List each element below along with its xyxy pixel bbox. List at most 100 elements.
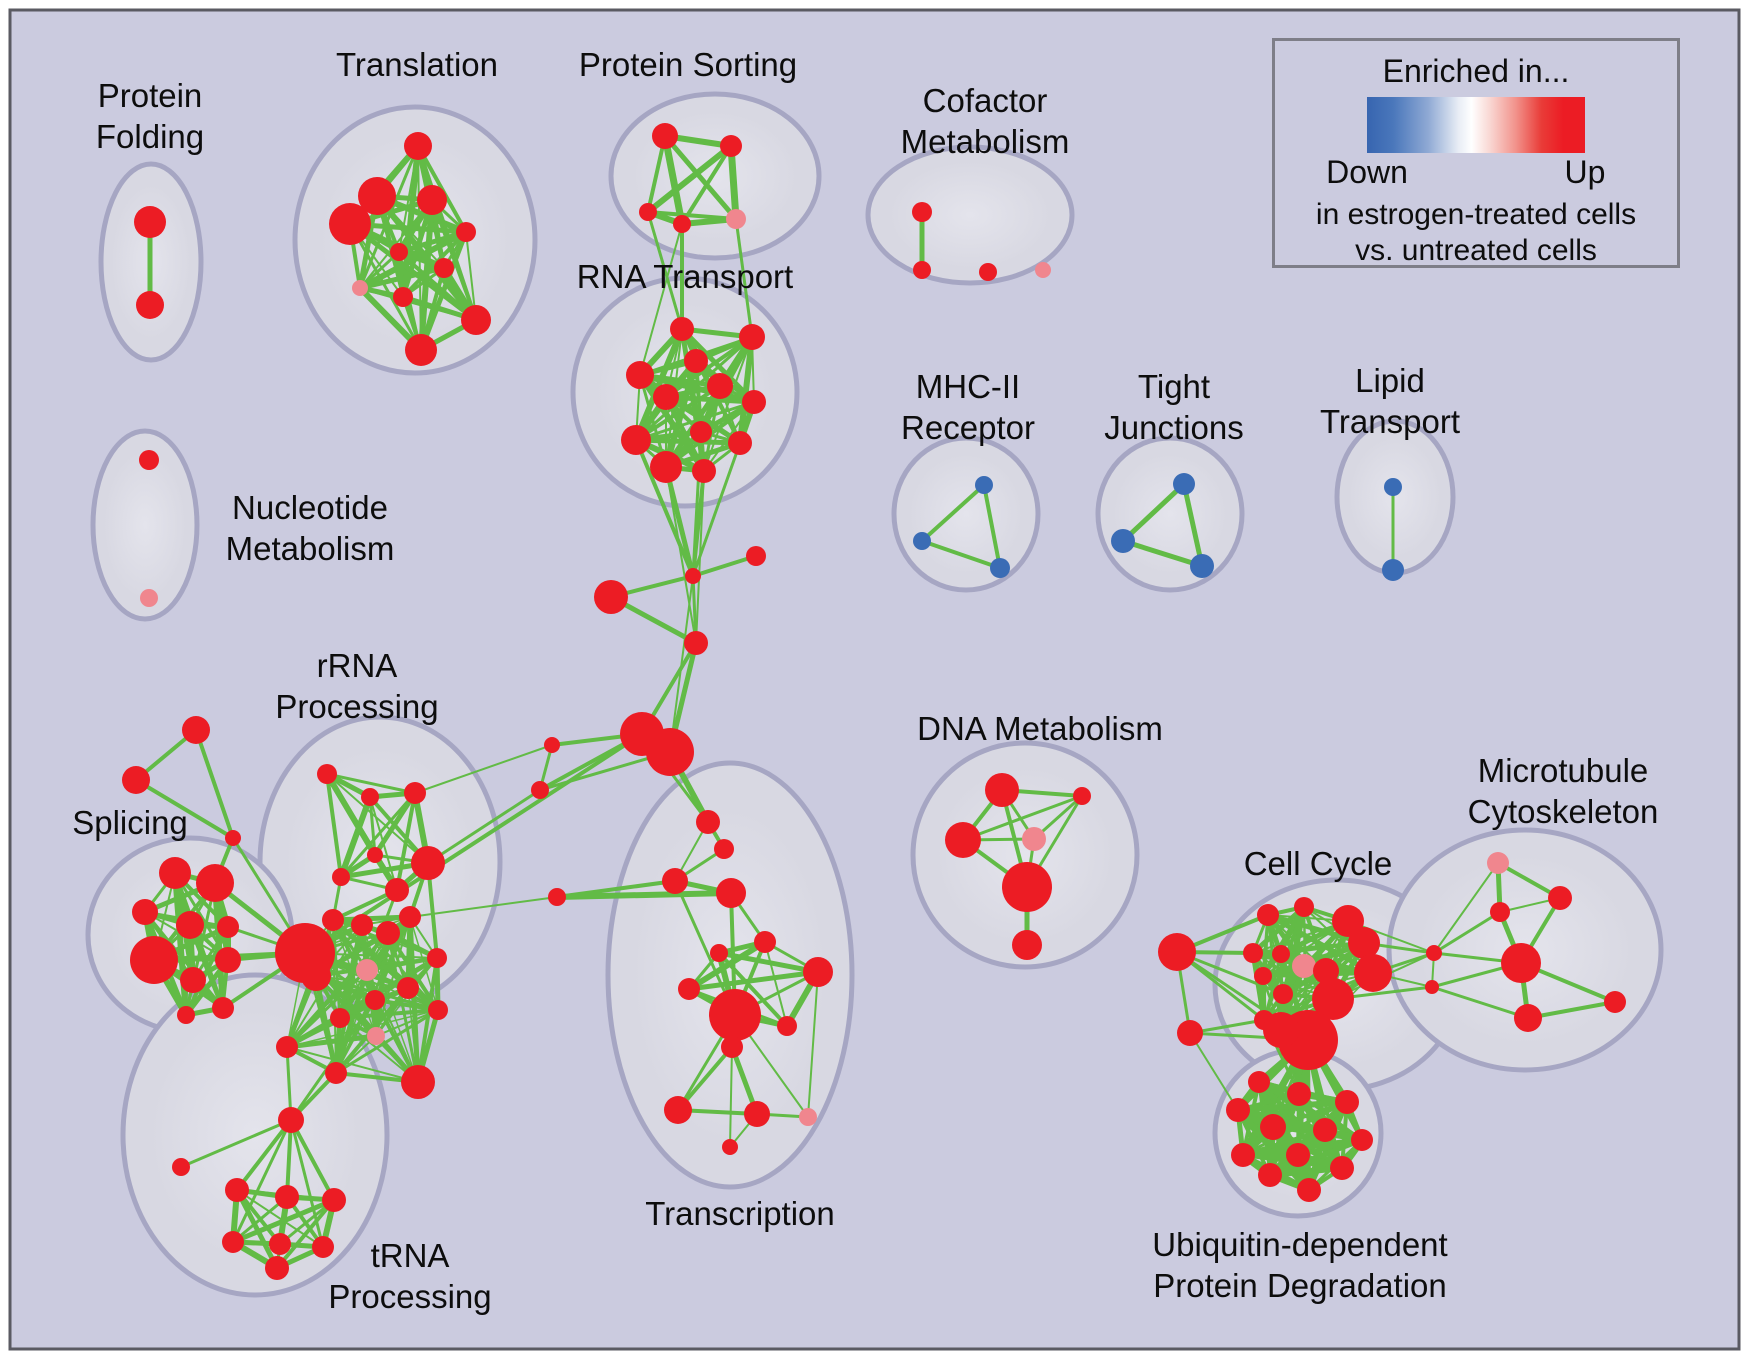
network-node-rm8 xyxy=(365,990,385,1010)
network-edge xyxy=(634,400,756,442)
network-edge xyxy=(285,931,390,1049)
network-edge xyxy=(680,144,733,226)
network-node-mt7 xyxy=(1426,945,1442,961)
network-node-sp2 xyxy=(196,864,234,902)
network-edge xyxy=(633,326,685,443)
network-node-rr6 xyxy=(411,846,445,880)
network-node-ub8 xyxy=(1231,1143,1255,1167)
network-node-mt3 xyxy=(1490,902,1510,922)
network-node-ps3 xyxy=(639,203,657,221)
network-edge xyxy=(920,539,1002,570)
network-node-cf3 xyxy=(979,263,997,281)
network-node-rr3 xyxy=(404,782,426,804)
network-edge xyxy=(1250,904,1307,956)
network-node-rm13 xyxy=(325,1062,347,1084)
network-node-dm6 xyxy=(1012,930,1042,960)
network-edge xyxy=(334,923,364,1075)
network-node-rm2 xyxy=(351,914,373,936)
network-node-sp9 xyxy=(177,1006,195,1024)
network-edge xyxy=(686,969,821,992)
network-node-tr1 xyxy=(404,132,432,160)
network-edge xyxy=(407,914,421,1085)
network-node-ub10 xyxy=(1330,1156,1354,1180)
network-node-tc7 xyxy=(710,944,728,962)
network-edge xyxy=(284,1033,379,1050)
cluster-ellipse-tight-junctions xyxy=(1095,435,1245,593)
network-edge xyxy=(703,401,755,472)
network-edge xyxy=(634,384,722,442)
network-edge xyxy=(358,144,420,290)
legend-title: Enriched in... xyxy=(1382,53,1570,89)
legend-caption-line1: in estrogen-treated cells xyxy=(1315,198,1637,231)
network-edge xyxy=(703,336,753,472)
network-node-rm10 xyxy=(330,1008,350,1028)
network-node-tn3 xyxy=(322,1188,346,1212)
cluster-ellipse-protein-sorting xyxy=(608,91,822,261)
network-node-sp5 xyxy=(217,916,239,938)
network-node-sp1 xyxy=(159,857,191,889)
network-node-cf2 xyxy=(913,261,931,279)
network-edge xyxy=(1120,538,1205,569)
network-edge xyxy=(134,778,235,840)
network-edge xyxy=(395,791,417,892)
network-edge xyxy=(695,470,705,644)
network-node-rm5 xyxy=(356,959,378,981)
network-node-rm1 xyxy=(322,909,344,931)
network-edge xyxy=(764,941,788,1027)
network-node-tc14 xyxy=(744,1101,770,1127)
network-node-hb2 xyxy=(301,961,331,991)
network-node-cn2 xyxy=(746,546,766,566)
network-node-rr4 xyxy=(367,847,383,863)
network-node-mh2 xyxy=(913,532,931,550)
network-edge xyxy=(325,772,343,879)
network-node-tr2 xyxy=(358,177,396,215)
network-node-pf1 xyxy=(134,206,166,238)
network-node-cn1 xyxy=(685,568,701,584)
network-node-tc15 xyxy=(799,1108,817,1126)
network-edge xyxy=(1265,912,1367,946)
network-node-ub7 xyxy=(1351,1129,1373,1151)
network-node-ub11 xyxy=(1258,1163,1282,1187)
network-node-rt10 xyxy=(728,431,752,455)
network-edge xyxy=(289,1118,336,1202)
network-node-sp7 xyxy=(180,967,206,993)
network-edge xyxy=(325,772,417,795)
network-node-ps2 xyxy=(720,135,742,157)
network-edge xyxy=(662,133,739,222)
network-edge xyxy=(289,1118,325,1249)
network-edge xyxy=(737,334,755,446)
network-edge xyxy=(1267,1165,1345,1178)
network-node-tr5 xyxy=(456,222,476,242)
network-node-pf2 xyxy=(136,291,164,319)
legend-caption: in estrogen-treated cells vs. untreated … xyxy=(1275,197,1677,269)
network-edge xyxy=(734,217,754,339)
legend-scale-row: Down Up xyxy=(1326,154,1605,194)
network-node-rt6 xyxy=(653,384,679,410)
network-node-cc13 xyxy=(1312,978,1354,1020)
network-edge xyxy=(554,890,734,900)
legend-up-label: Up xyxy=(1564,154,1606,190)
network-node-tc11 xyxy=(777,1016,797,1036)
network-node-rr2 xyxy=(361,788,379,806)
network-node-ub3 xyxy=(1335,1090,1359,1114)
network-node-tn4 xyxy=(222,1231,244,1253)
network-edge xyxy=(1432,910,1502,955)
network-node-rt8 xyxy=(690,421,712,443)
network-edge xyxy=(663,464,696,579)
network-node-ub1 xyxy=(1248,1071,1270,1093)
cluster-ellipse-lipid-transport xyxy=(1334,418,1456,576)
network-edge xyxy=(1430,985,1530,1020)
network-edge xyxy=(330,914,413,923)
network-node-cn3 xyxy=(594,580,628,614)
network-node-cc3 xyxy=(1294,897,1314,917)
network-edge xyxy=(414,744,553,794)
network-node-cc11 xyxy=(1254,967,1272,985)
network-node-cc15 xyxy=(1177,1020,1203,1046)
network-node-nm1 xyxy=(139,450,159,470)
network-node-cc9 xyxy=(1313,958,1339,984)
network-node-tn0 xyxy=(278,1107,304,1133)
network-node-tc6 xyxy=(754,931,776,953)
network-edge xyxy=(1260,904,1307,979)
network-node-tn5 xyxy=(269,1233,291,1255)
network-edge xyxy=(231,1118,293,1244)
